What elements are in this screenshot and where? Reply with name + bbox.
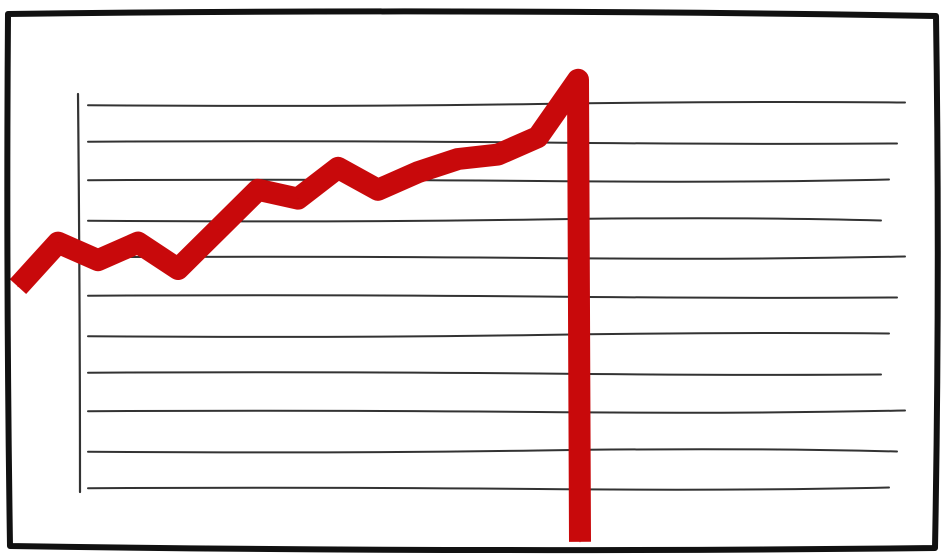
gridline — [87, 448, 898, 454]
gridline — [87, 255, 906, 260]
series-point — [577, 79, 579, 81]
gridline — [87, 101, 906, 107]
series-point — [297, 198, 299, 200]
series-point — [579, 541, 581, 543]
axis-layer — [76, 92, 82, 494]
series-point — [257, 189, 259, 191]
gridline — [87, 332, 890, 338]
series-point — [457, 158, 459, 160]
frame-layer — [4, 8, 941, 554]
series-point — [537, 136, 539, 138]
gridline — [87, 178, 890, 183]
gridline — [87, 294, 898, 299]
gridline — [87, 409, 906, 414]
series-point — [57, 242, 59, 244]
series-point — [97, 259, 99, 261]
series-point — [337, 167, 339, 169]
series-point — [17, 286, 19, 288]
series-point — [137, 242, 139, 244]
series-point — [217, 228, 219, 230]
y-axis-line — [76, 92, 82, 494]
series-point — [177, 268, 179, 270]
gridline — [87, 371, 882, 376]
frame-border — [4, 8, 941, 554]
gridline — [87, 486, 890, 491]
series-layer — [9, 68, 591, 543]
series-point — [377, 189, 379, 191]
series-line — [9, 68, 591, 542]
series-point — [497, 154, 499, 156]
series-point — [417, 171, 419, 173]
grid-layer — [87, 101, 906, 491]
